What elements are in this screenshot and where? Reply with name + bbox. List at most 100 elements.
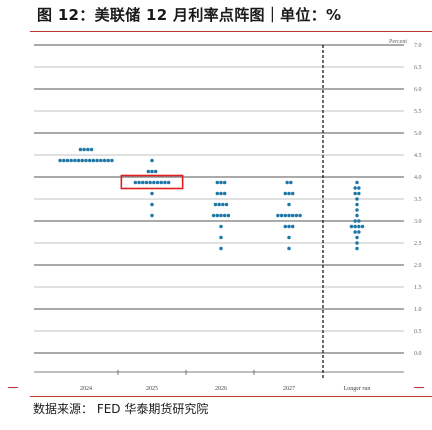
data-dot: [298, 213, 302, 218]
data-dot: [360, 224, 365, 229]
data-dot: [219, 180, 223, 185]
page-title: 图 12：美联储 12 月利率点阵图｜单位：%: [37, 6, 342, 24]
data-dot: [222, 213, 227, 218]
data-dot: [287, 213, 291, 218]
y-tick-label: 4.5: [414, 153, 422, 159]
data-dot: [219, 235, 223, 240]
data-dot: [150, 202, 154, 207]
data-source: 数据来源： FED 华泰期货研究院: [33, 402, 209, 416]
data-dot: [224, 202, 229, 207]
data-dot: [89, 147, 94, 152]
data-dot: [144, 180, 149, 185]
y-tick-label: 1.5: [414, 285, 422, 291]
data-dot: [148, 180, 152, 185]
y-tick-labels: 0.0 0.5 1.0 1.5 2.0 2.5 3.0 3.5 4.0 4.5 5.0 5.5 6.0 6…: [414, 43, 422, 357]
data-dot: [357, 191, 361, 196]
data-dot: [215, 180, 220, 185]
data-dot: [95, 158, 99, 163]
data-dot: [283, 191, 288, 196]
data-dot: [87, 158, 92, 163]
data-dot: [217, 202, 221, 207]
data-dot: [357, 230, 361, 234]
highlight-box: [120, 174, 184, 190]
data-dot: [219, 246, 223, 251]
data-dot: [355, 246, 359, 251]
data-dot: [99, 158, 103, 163]
y-tick-label: 6.5: [414, 65, 422, 71]
x-tick-label: Longer run: [344, 386, 371, 392]
data-dot: [353, 191, 357, 196]
dot-series: [58, 147, 365, 251]
data-dot: [65, 158, 70, 163]
data-dot: [133, 180, 138, 185]
data-dot: [290, 224, 295, 229]
data-dot: [69, 158, 73, 163]
data-dot: [150, 169, 154, 174]
y-tick-label: 5.5: [414, 109, 422, 115]
data-dot: [355, 202, 359, 207]
x-tick-label: 2025: [146, 386, 158, 392]
y-tick-label: 0.5: [414, 329, 422, 335]
y-tick-label: 4.0: [414, 175, 422, 181]
data-dot: [357, 219, 361, 223]
data-dot: [289, 180, 293, 185]
data-dot: [91, 158, 96, 163]
y-axis-label: Percent: [389, 39, 407, 45]
y-tick-label: 3.5: [414, 197, 422, 203]
y-tick-label: 0.0: [414, 351, 422, 357]
dot-plot-chart: 0.0 0.5 1.0 1.5 2.0 2.5 3.0 3.5 4.0 4.5 5.0 5.5 6.0 6…: [34, 39, 422, 392]
y-tick-label: 3.0: [414, 219, 422, 225]
data-dot: [150, 213, 154, 218]
footer-divider: [30, 396, 432, 398]
data-dot: [106, 158, 110, 163]
data-dot: [355, 213, 359, 218]
data-dot: [290, 191, 295, 196]
data-dot: [276, 213, 280, 218]
data-dot: [166, 180, 171, 185]
x-tick-labels: 2024 2025 2026 2027 Longer run: [80, 386, 370, 392]
data-dot: [353, 186, 357, 190]
data-dot: [287, 235, 291, 240]
data-dot: [355, 197, 359, 201]
y-tick-label: 1.0: [414, 307, 422, 313]
data-dot: [155, 180, 160, 185]
data-dot: [163, 180, 167, 185]
gridlines: [34, 44, 404, 378]
data-dot: [355, 235, 359, 240]
title-divider: [30, 31, 432, 33]
data-dot: [294, 213, 299, 218]
data-dot: [283, 224, 288, 229]
x-tick-label: 2024: [80, 386, 92, 392]
left-tick-mark: [8, 387, 18, 388]
data-dot: [287, 191, 291, 196]
data-dot: [137, 180, 141, 185]
x-tick-label: 2027: [283, 386, 295, 392]
data-dot: [150, 158, 154, 163]
data-dot: [357, 186, 361, 190]
data-dot: [82, 147, 86, 152]
data-dot: [349, 224, 354, 229]
data-dot: [219, 191, 223, 196]
y-tick-label: 6.0: [414, 87, 422, 93]
data-dot: [86, 147, 90, 152]
data-dot: [152, 180, 156, 185]
data-dot: [226, 213, 231, 218]
data-dot: [150, 191, 154, 196]
data-dot: [146, 169, 151, 174]
data-dot: [353, 224, 357, 229]
data-dot: [84, 158, 88, 163]
data-dot: [62, 158, 66, 163]
data-dot: [357, 224, 361, 229]
data-dot: [141, 180, 145, 185]
data-dot: [78, 147, 83, 152]
data-dot: [290, 213, 295, 218]
data-dot: [219, 213, 223, 218]
data-dot: [211, 213, 216, 218]
y-tick-label: 5.0: [414, 131, 422, 137]
data-dot: [222, 180, 227, 185]
data-dot: [58, 158, 62, 163]
data-dot: [355, 208, 359, 212]
data-dot: [219, 224, 223, 229]
data-dot: [102, 158, 107, 163]
right-tick-mark: [414, 387, 424, 388]
